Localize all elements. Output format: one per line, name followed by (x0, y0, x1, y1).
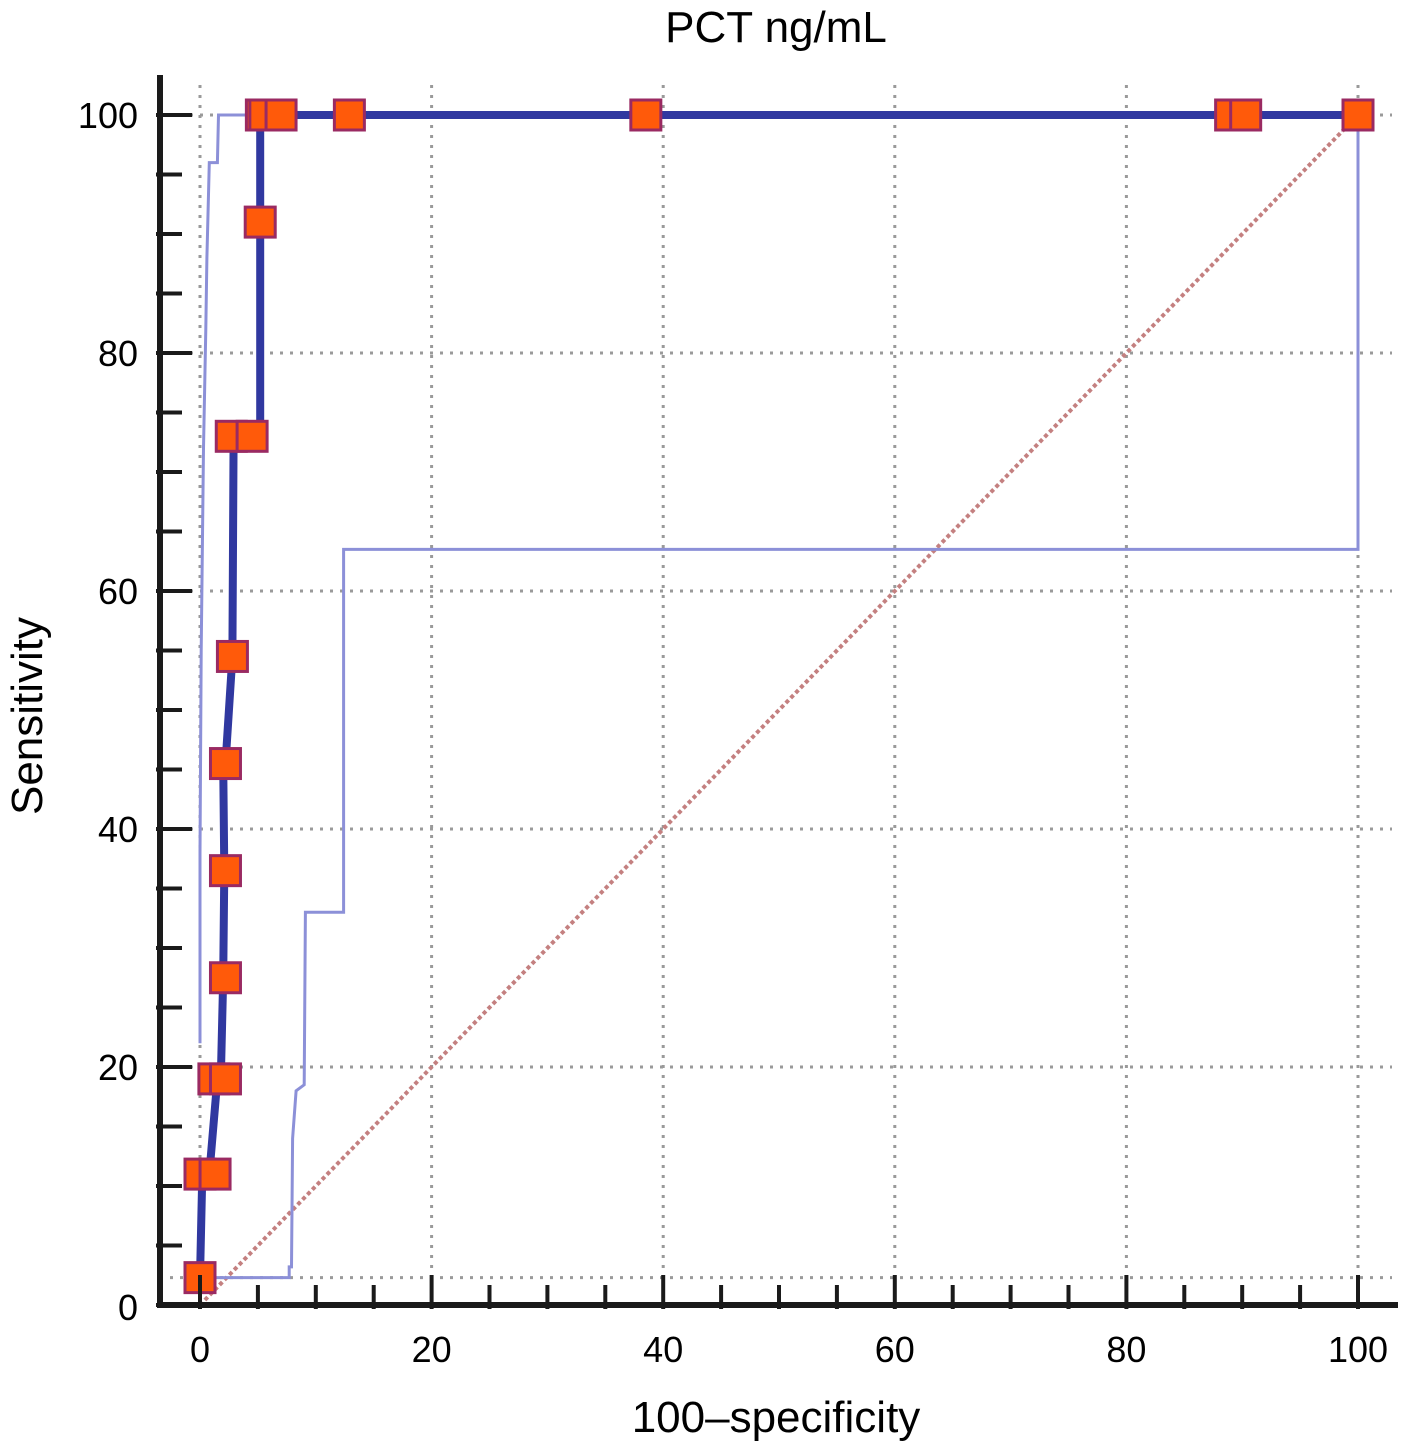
roc-point (1229, 98, 1263, 132)
roc-point (264, 98, 298, 132)
roc-point (208, 961, 242, 995)
roc-point (208, 747, 242, 781)
axes (156, 75, 1398, 1309)
y-tick-label: 100 (78, 95, 138, 136)
y-tick-label: 0 (118, 1287, 138, 1328)
roc-curve-line (196, 111, 1358, 1278)
x-tick-label: 60 (875, 1329, 915, 1370)
y-tick-label: 40 (98, 809, 138, 850)
y-tick-label: 60 (98, 571, 138, 612)
roc-point (332, 98, 366, 132)
roc-point (235, 419, 269, 453)
x-tick-label: 100 (1328, 1329, 1388, 1370)
confidence-bound-line (200, 115, 1360, 1280)
y-tick-label: 20 (98, 1047, 138, 1088)
roc-markers (183, 98, 1375, 1295)
roc-point (198, 1157, 232, 1191)
reference-diagonal-line (198, 113, 1360, 1307)
roc-point (215, 639, 249, 673)
x-tick-label: 0 (190, 1329, 210, 1370)
roc-point (629, 98, 663, 132)
chart-title: PCT ng/mL (665, 3, 887, 52)
y-tick-labels: 0 20 40 60 80 100 (78, 95, 138, 1328)
confidence-bound-line (198, 113, 1358, 1044)
roc-point (1341, 98, 1375, 132)
roc-curve-group (196, 111, 1358, 1278)
x-tick-label: 40 (643, 1329, 683, 1370)
x-tick-labels: 0 20 40 60 80 100 (190, 1329, 1388, 1370)
x-tick-label: 80 (1106, 1329, 1146, 1370)
reference-line-group (198, 113, 1360, 1307)
y-axis-label: Sensitivity (3, 617, 52, 815)
roc-point (208, 1062, 242, 1096)
x-tick-label: 20 (412, 1329, 452, 1370)
confidence-band-group (198, 113, 1360, 1280)
x-axis-label: 100–specificity (632, 1393, 921, 1442)
roc-point (243, 205, 277, 239)
roc-point (208, 854, 242, 888)
y-tick-label: 80 (98, 333, 138, 374)
